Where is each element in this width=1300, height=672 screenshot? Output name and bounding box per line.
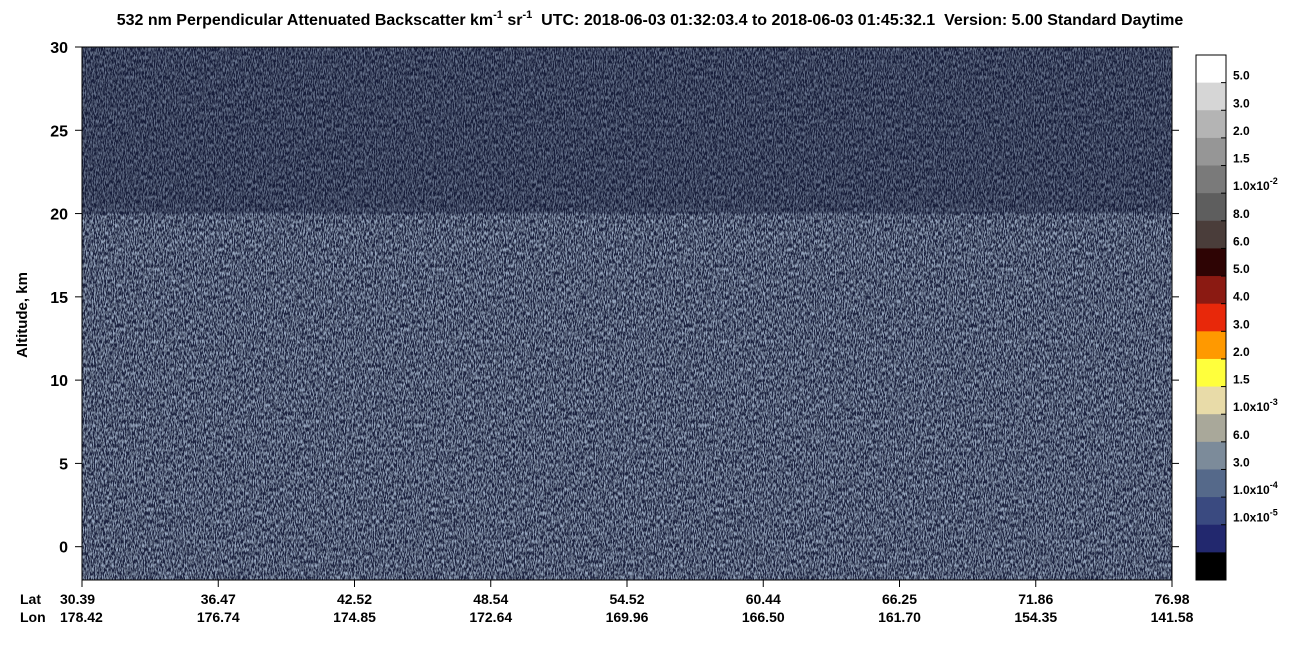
colorbar-label: 1.0x10-5 bbox=[1233, 508, 1278, 525]
x-tick-label: 169.96 bbox=[606, 609, 649, 625]
colorbar-label-base: 1.0x10 bbox=[1233, 400, 1270, 414]
title-sup: -1 bbox=[523, 9, 533, 21]
colorbar-swatch bbox=[1196, 193, 1226, 222]
colorbar-swatch bbox=[1196, 414, 1226, 443]
colorbar-label-base: 1.0x10 bbox=[1233, 179, 1270, 193]
x-tick-label: 48.54 bbox=[473, 591, 508, 607]
colorbar-swatch bbox=[1196, 165, 1226, 194]
colorbar-label: 1.0x10-3 bbox=[1233, 397, 1278, 414]
colorbar-swatch bbox=[1196, 110, 1226, 139]
colorbar-swatch bbox=[1196, 552, 1226, 581]
x-tick-label: 178.42 bbox=[60, 609, 103, 625]
colorbar-label-exp: -5 bbox=[1270, 508, 1278, 518]
x-tick-label: 66.25 bbox=[882, 591, 917, 607]
y-tick-label: 30 bbox=[50, 40, 68, 57]
colorbar-label: 2.0 bbox=[1233, 345, 1250, 359]
y-tick-label: 20 bbox=[50, 207, 68, 224]
title-text: 532 nm Perpendicular Attenuated Backscat… bbox=[117, 12, 493, 29]
colorbar-swatch bbox=[1196, 220, 1226, 249]
x-tick-label: 54.52 bbox=[609, 591, 644, 607]
colorbar-swatch bbox=[1196, 386, 1226, 415]
x-tick-label: 60.44 bbox=[746, 591, 781, 607]
x-tick-label: 76.98 bbox=[1154, 591, 1189, 607]
x-tick-label: 166.50 bbox=[742, 609, 785, 625]
colorbar-swatch bbox=[1196, 331, 1226, 360]
plot-area bbox=[81, 46, 1173, 581]
colorbar-label: 3.0 bbox=[1233, 96, 1250, 110]
chart-title: 532 nm Perpendicular Attenuated Backscat… bbox=[117, 9, 1184, 29]
x-tick-label: 161.70 bbox=[878, 609, 921, 625]
colorbar-label-exp: -4 bbox=[1270, 480, 1278, 490]
colorbar-swatch bbox=[1196, 276, 1226, 305]
colorbar-label: 8.0 bbox=[1233, 207, 1250, 221]
colorbar-label: 1.5 bbox=[1233, 152, 1250, 166]
colorbar-label: 5.0 bbox=[1233, 262, 1250, 276]
backscatter-texture bbox=[82, 47, 1172, 580]
title-sup: -1 bbox=[493, 9, 503, 21]
x-tick-label: 154.35 bbox=[1014, 609, 1057, 625]
colorbar-label-exp: -3 bbox=[1270, 397, 1278, 407]
y-tick-label: 15 bbox=[50, 290, 68, 307]
x-tick-label: 30.39 bbox=[60, 591, 95, 607]
x-row-name: Lon bbox=[20, 609, 46, 625]
x-tick-label: 176.74 bbox=[197, 609, 240, 625]
colorbar-swatch bbox=[1196, 303, 1226, 332]
colorbar-swatch bbox=[1196, 497, 1226, 526]
x-row-name: Lat bbox=[20, 591, 41, 607]
x-tick-label: 36.47 bbox=[201, 591, 236, 607]
colorbar-label: 1.0x10-2 bbox=[1233, 176, 1278, 193]
colorbar-label: 1.5 bbox=[1233, 373, 1250, 387]
upper-shade bbox=[82, 47, 1172, 214]
colorbar-label: 3.0 bbox=[1233, 317, 1250, 331]
x-tick-label: 42.52 bbox=[337, 591, 372, 607]
colorbar-label-base: 1.0x10 bbox=[1233, 511, 1270, 525]
colorbar-label: 1.0x10-4 bbox=[1233, 480, 1278, 497]
y-tick-label: 0 bbox=[59, 540, 68, 557]
colorbar-label: 6.0 bbox=[1233, 428, 1250, 442]
x-tick-label: 174.85 bbox=[333, 609, 376, 625]
colorbar-swatch bbox=[1196, 137, 1226, 167]
y-axis-label: Altitude, km bbox=[14, 272, 31, 358]
colorbar-label: 2.0 bbox=[1233, 124, 1250, 138]
colorbar-label: 5.0 bbox=[1233, 69, 1250, 83]
title-text: sr bbox=[503, 12, 523, 29]
colorbar-swatch bbox=[1196, 469, 1226, 498]
x-tick-label: 141.58 bbox=[1151, 609, 1194, 625]
x-tick-label: 71.86 bbox=[1018, 591, 1053, 607]
colorbar-label: 3.0 bbox=[1233, 455, 1250, 469]
colorbar-swatch bbox=[1196, 55, 1226, 84]
colorbar-label: 6.0 bbox=[1233, 234, 1250, 248]
colorbar-label-exp: -2 bbox=[1270, 176, 1278, 186]
colorbar-swatch bbox=[1196, 441, 1226, 470]
colorbar-label: 4.0 bbox=[1233, 290, 1250, 304]
y-tick-label: 5 bbox=[59, 456, 68, 473]
y-tick-label: 25 bbox=[50, 123, 68, 140]
colorbar-label-base: 1.0x10 bbox=[1233, 483, 1270, 497]
colorbar-swatch bbox=[1196, 358, 1226, 388]
colorbar-swatch bbox=[1196, 248, 1226, 277]
title-text: UTC: 2018-06-03 01:32:03.4 to 2018-06-03… bbox=[532, 12, 1183, 29]
colorbar-frame bbox=[1195, 54, 1227, 581]
y-tick-label: 10 bbox=[50, 373, 68, 390]
x-tick-label: 172.64 bbox=[469, 609, 512, 625]
colorbar-swatch bbox=[1196, 524, 1226, 553]
colorbar-swatch bbox=[1196, 82, 1226, 111]
